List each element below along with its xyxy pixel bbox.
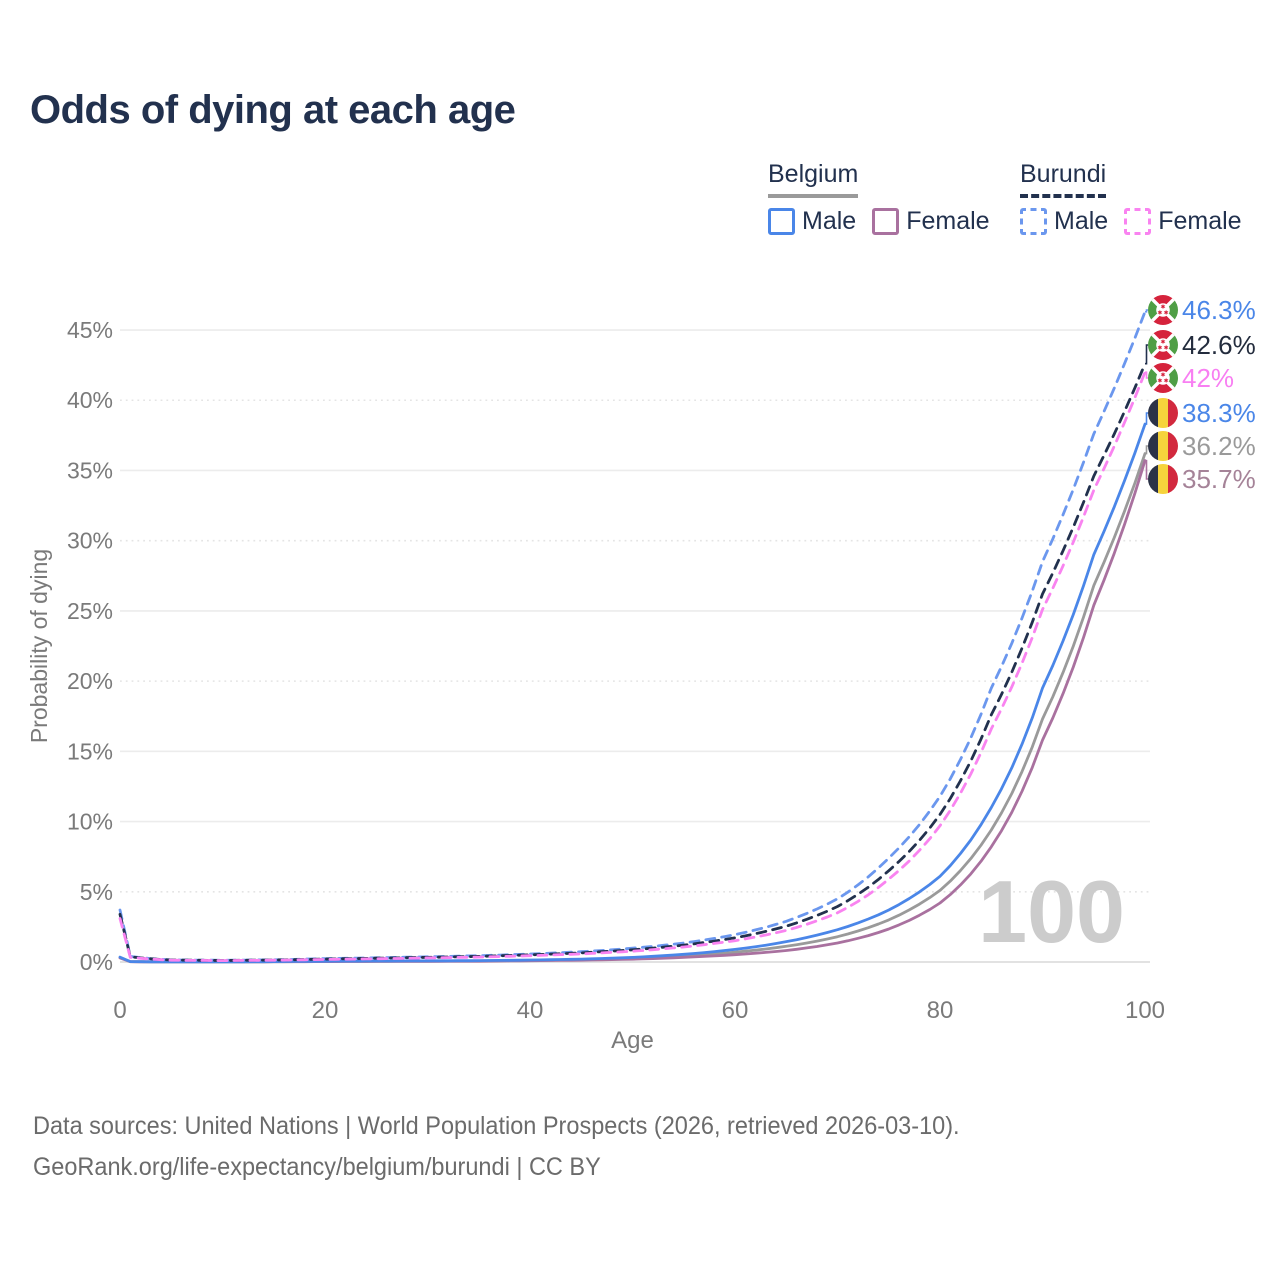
x-tick-label: 20	[312, 997, 339, 1024]
page-title: Odds of dying at each age	[30, 88, 516, 132]
legend-item-belgium-male[interactable]: Male	[768, 207, 856, 236]
belgium-female-swatch-icon	[872, 208, 900, 235]
label-connector-belgium-total	[1145, 445, 1148, 455]
label-connector-burundi-female	[1145, 371, 1148, 379]
y-tick-label: 5%	[80, 879, 113, 905]
label-connector-burundi-total	[1145, 344, 1148, 365]
end-label-burundi-female: 42%	[1182, 363, 1234, 393]
legend-title-belgium: Belgium	[768, 160, 859, 198]
label-connector-belgium-male	[1145, 412, 1148, 425]
burundi-flag-icon	[1148, 295, 1178, 325]
belgium-flag-icon	[1148, 431, 1178, 461]
attribution-line: GeoRank.org/life-expectancy/belgium/buru…	[33, 1153, 601, 1181]
burundi-flag-icon	[1148, 363, 1178, 393]
belgium-flag-icon	[1148, 398, 1178, 428]
x-tick-label: 0	[113, 997, 126, 1024]
legend-item-label: Male	[802, 207, 857, 235]
legend-item-label: Male	[1054, 207, 1109, 235]
x-tick-label: 40	[517, 997, 544, 1024]
x-tick-label: 100	[1125, 997, 1165, 1024]
y-tick-label: 20%	[67, 668, 113, 694]
y-tick-label: 25%	[67, 598, 113, 624]
label-connector-belgium-female	[1145, 459, 1148, 480]
burundi-male-swatch-icon	[1020, 208, 1047, 235]
end-label-belgium-total: 36.2%	[1182, 431, 1256, 461]
legend-item-label: Female	[1158, 207, 1242, 235]
legend-item-burundi-male[interactable]: Male	[1020, 207, 1108, 236]
burundi-female-swatch-icon	[1124, 208, 1152, 235]
end-label-belgium-female: 35.7%	[1182, 464, 1256, 494]
y-tick-label: 45%	[67, 317, 113, 343]
burundi-flag-icon	[1148, 330, 1178, 360]
label-connector-burundi-male	[1145, 309, 1148, 313]
mortality-chart: 0% 5% 10% 15% 20% 25% 30% 35% 40% 45% 0 20 40 60 80 100…	[26, 295, 1256, 1054]
age-watermark: 100	[978, 862, 1125, 961]
y-tick-label: 0%	[80, 949, 113, 975]
x-tick-label: 60	[722, 997, 749, 1024]
footer: Data sources: United Nations | World Pop…	[33, 1106, 1019, 1188]
y-axis-title: Probability of dying	[26, 549, 52, 743]
legend-group-belgium: Belgium Male Female	[768, 160, 1006, 236]
legend-group-burundi: Burundi Male Female	[1020, 160, 1258, 236]
legend-title-burundi: Burundi	[1020, 160, 1107, 198]
end-label-belgium-male: 38.3%	[1182, 398, 1256, 428]
belgium-flag-icon	[1148, 464, 1178, 494]
y-tick-label: 10%	[67, 809, 113, 835]
series-line-burundi-total	[118, 362, 1147, 962]
y-tick-label: 15%	[67, 738, 113, 764]
series-line-burundi-female	[118, 370, 1147, 962]
legend-item-belgium-female[interactable]: Female	[872, 207, 990, 236]
end-label-burundi-total: 42.6%	[1182, 330, 1256, 360]
x-axis-title: Age	[611, 1027, 654, 1054]
data-sources-line: Data sources: United Nations | World Pop…	[33, 1112, 960, 1140]
legend-item-label: Female	[906, 207, 990, 235]
series-line-belgium-male	[118, 422, 1147, 964]
y-tick-label: 30%	[67, 528, 113, 554]
end-label-burundi-male: 46.3%	[1182, 295, 1256, 325]
legend-item-burundi-female[interactable]: Female	[1124, 207, 1242, 236]
belgium-male-swatch-icon	[768, 208, 795, 235]
x-tick-label: 80	[927, 997, 954, 1024]
y-tick-label: 40%	[67, 387, 113, 413]
y-tick-label: 35%	[67, 457, 113, 483]
